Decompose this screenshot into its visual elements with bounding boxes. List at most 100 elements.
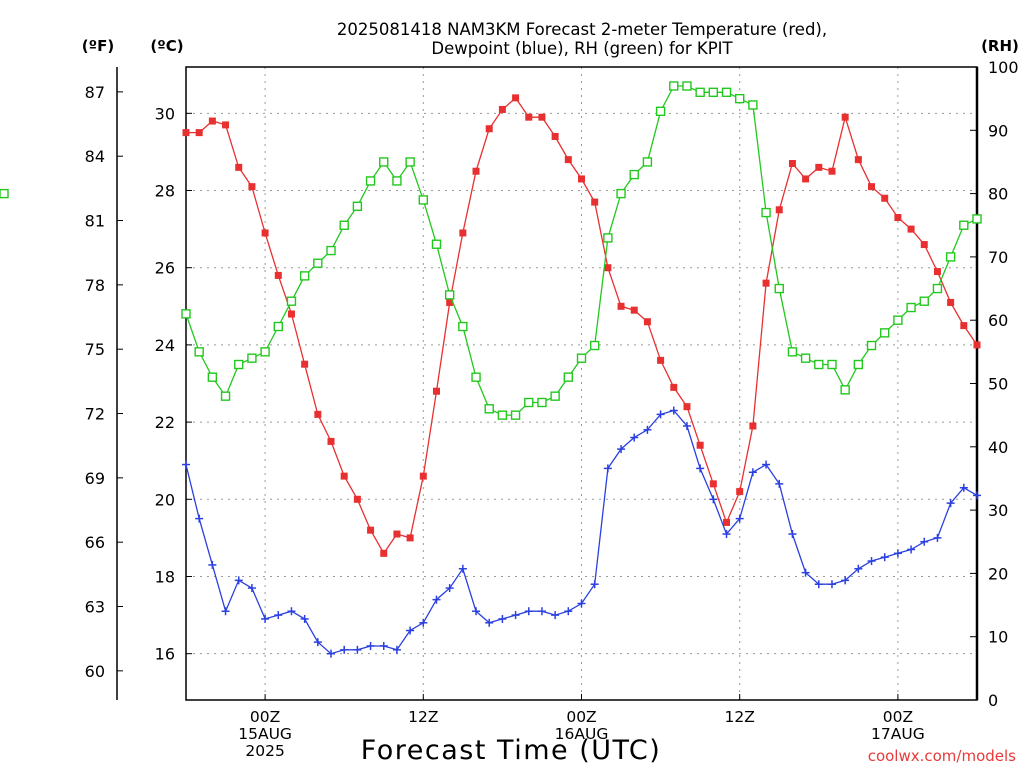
- dewpoint-point-45: [775, 479, 784, 488]
- dewpoint-point-13: [353, 645, 362, 654]
- rh-tick-label-1: 10: [988, 628, 1008, 647]
- x-tick-label-0-1: 15AUG: [238, 725, 292, 743]
- dewpoint-point-15: [379, 641, 388, 650]
- rh-point-38: [682, 81, 692, 91]
- fahrenheit-unit-label: (ºF): [82, 37, 114, 55]
- dewpoint-point-8: [287, 607, 296, 616]
- rh-tick-label-9: 90: [988, 121, 1008, 140]
- temperature-point-25: [512, 94, 520, 102]
- dewpoint-point-26: [524, 607, 533, 616]
- fahrenheit-tick-label-0: 60: [85, 662, 105, 681]
- temperature-point-52: [868, 183, 876, 191]
- rh-point-48: [814, 359, 824, 370]
- dewpoint-point-16: [392, 645, 401, 654]
- temperature-point-53: [881, 194, 889, 202]
- dewpoint-point-40: [709, 495, 718, 504]
- dewpoint-point-30: [577, 599, 586, 608]
- dewpoint-point-37: [669, 406, 678, 415]
- rh-point-11: [326, 245, 336, 256]
- fahrenheit-tick-label-1: 63: [85, 598, 105, 617]
- temperature-point-34: [630, 306, 638, 314]
- rh-point-54: [893, 315, 903, 325]
- temperature-point-35: [643, 318, 651, 326]
- dewpoint-point-6: [261, 614, 270, 623]
- rh-tick-label-10: 100: [988, 58, 1019, 77]
- rh-point-23: [484, 404, 494, 414]
- temperature-point-11: [327, 437, 335, 445]
- chart-title-line-1: 2025081418 NAM3KM Forecast 2-meter Tempe…: [337, 20, 827, 39]
- rh-point-17: [405, 157, 415, 167]
- rh-point-60: [972, 214, 982, 224]
- x-tick-label-3-0: 12Z: [725, 708, 755, 726]
- fahrenheit-tick-label-9: 87: [85, 83, 105, 102]
- temperature-point-59: [960, 322, 968, 330]
- rh-point-19: [431, 239, 442, 249]
- temperature-point-17: [406, 534, 414, 542]
- dewpoint-point-0: [182, 460, 190, 469]
- rh-point-2: [207, 372, 218, 382]
- rh-point-53: [880, 328, 890, 338]
- rh-tick-label-6: 60: [988, 311, 1008, 330]
- temperature-point-31: [591, 198, 599, 206]
- dewpoint-point-54: [893, 549, 902, 558]
- temperature-point-51: [854, 156, 862, 164]
- rh-point-49: [827, 359, 837, 370]
- dewpoint-point-55: [907, 545, 916, 554]
- temperature-point-43: [749, 422, 757, 430]
- x-tick-label-2-0: 00Z: [566, 708, 596, 726]
- rh-point-22: [471, 372, 481, 382]
- temperature-point-7: [274, 271, 282, 279]
- temperature-point-3: [222, 121, 230, 129]
- rh-point-27: [537, 397, 547, 408]
- rh-point-25: [510, 410, 521, 420]
- dewpoint-point-56: [920, 537, 929, 546]
- rh-point-40: [708, 87, 719, 98]
- rh-point-47: [800, 353, 811, 363]
- rh-point-24: [497, 410, 508, 420]
- dewpoint-point-58: [946, 499, 955, 508]
- dewpoint-point-35: [643, 425, 652, 434]
- celsius-tick-label-7: 30: [155, 104, 175, 123]
- rh-unit-label: (RH): [981, 37, 1019, 55]
- dewpoint-point-7: [274, 611, 283, 620]
- temperature-point-38: [683, 403, 691, 411]
- rh-tick-labels: 0 10 20 30 40 50 60 70 80 90 100: [988, 58, 1019, 710]
- temperature-point-33: [617, 302, 625, 310]
- temperature-point-41: [723, 518, 731, 526]
- dewpoint-point-10: [313, 638, 322, 647]
- rh-point-20: [444, 290, 455, 300]
- temperature-point-19: [432, 387, 440, 395]
- x-tick-label-4-0: 00Z: [883, 708, 913, 726]
- rh-point-28: [550, 391, 560, 401]
- temperature-point-30: [578, 175, 585, 183]
- dewpoint-point-47: [801, 568, 810, 577]
- dewpoint-point-1: [195, 514, 204, 523]
- dewpoint-point-29: [564, 607, 573, 616]
- x-tick-label-2-1: 16AUG: [555, 725, 609, 743]
- rh-point-50: [840, 385, 850, 395]
- rh-point-41: [721, 87, 732, 98]
- x-tick-label-0-2: 2025: [245, 742, 284, 760]
- temperature-point-28: [551, 132, 559, 140]
- celsius-tick-label-2: 20: [155, 490, 175, 509]
- temperature-point-8: [287, 310, 295, 318]
- temperature-point-40: [709, 480, 717, 488]
- dewpoint-point-28: [551, 611, 560, 620]
- temperature-point-15: [380, 549, 388, 557]
- dewpoint-point-18: [419, 618, 428, 627]
- dewpoint-point-51: [854, 564, 863, 573]
- rh-point-44: [761, 207, 771, 218]
- rh-tick-label-0: 0: [988, 691, 998, 710]
- dewpoint-point-52: [867, 557, 876, 566]
- temperature-point-32: [604, 264, 612, 272]
- chart-title-line-2: Dewpoint (blue), RH (green) for KPIT: [431, 39, 733, 58]
- rh-point-21: [458, 321, 468, 332]
- dewpoint-point-27: [537, 607, 546, 616]
- dewpoint-point-2: [208, 560, 217, 569]
- rh-point-57: [932, 283, 943, 294]
- temperature-point-4: [235, 163, 243, 171]
- dewpoint-point-59: [959, 483, 968, 492]
- dewpoint-point-31: [590, 580, 599, 589]
- dewpoint-point-57: [933, 533, 942, 542]
